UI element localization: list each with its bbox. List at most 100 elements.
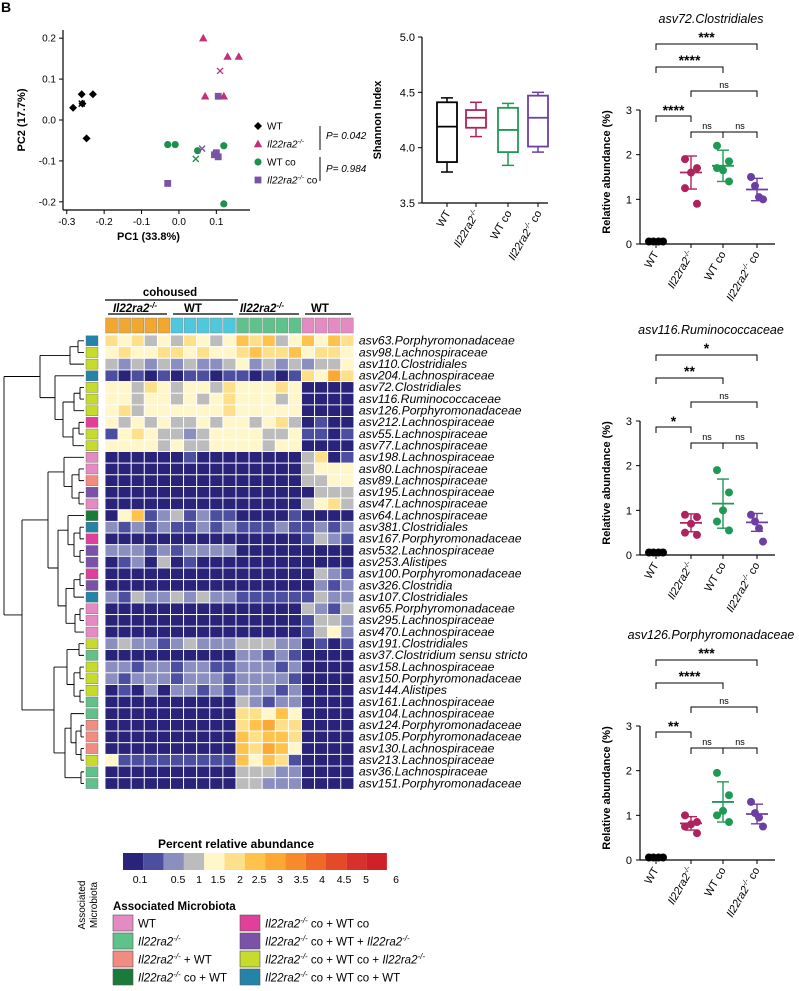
heatmap-cell xyxy=(327,369,342,383)
abundance-bracket xyxy=(655,66,724,73)
heatmap-cell xyxy=(327,695,342,709)
heatmap-cell xyxy=(183,672,198,685)
heatmap-column-annotation xyxy=(183,317,197,334)
scale-tick-label: 2 xyxy=(237,874,243,886)
heatmap-cell xyxy=(235,474,250,487)
heatmap-cell xyxy=(274,357,289,371)
heatmap-row-annotation xyxy=(85,638,99,649)
heatmap-cell xyxy=(143,672,158,685)
heatmap-cell xyxy=(248,684,263,697)
heatmap-cell xyxy=(274,555,289,569)
heatmap-cell xyxy=(340,637,355,651)
heatmap-cell xyxy=(104,649,119,662)
heatmap-cell xyxy=(143,520,158,534)
heatmap-cell xyxy=(301,451,316,464)
scale-tick-label: 5 xyxy=(363,874,369,886)
heatmap-cell xyxy=(104,369,119,383)
abundance-bracket xyxy=(690,401,758,408)
heatmap-cell xyxy=(314,462,329,476)
heatmap-cell xyxy=(248,579,263,592)
heatmap-row-annotation xyxy=(85,580,99,591)
abundance-x-label: Il22ra2-/- xyxy=(664,248,697,291)
heatmap-row-annotation xyxy=(85,440,99,451)
heatmap-cell xyxy=(196,753,211,767)
heatmap-cell xyxy=(340,742,355,755)
heatmap-cell xyxy=(117,427,132,441)
heatmap-cell xyxy=(183,520,198,534)
assoc-legend-label-part: co + WT co + xyxy=(308,955,383,967)
heatmap-cell xyxy=(209,753,224,767)
heatmap-cell xyxy=(274,404,289,417)
heatmap-cell xyxy=(209,719,224,732)
assoc-legend-label-part: Il22ra2 xyxy=(265,937,301,949)
heatmap-cell xyxy=(196,555,211,569)
heatmap-cell xyxy=(287,742,302,755)
heatmap-cell xyxy=(170,684,185,697)
heatmap-cell xyxy=(209,532,224,546)
heatmap-cell xyxy=(301,602,316,616)
heatmap-cell xyxy=(222,753,237,767)
heatmap-cell xyxy=(209,509,224,522)
abundance-bracket xyxy=(655,426,692,433)
heatmap-cell xyxy=(130,684,145,697)
heatmap-cell xyxy=(104,462,119,476)
shannon-box xyxy=(465,109,487,129)
pca-x-tick-label: -0.3 xyxy=(58,217,76,228)
heatmap-cell xyxy=(327,765,342,779)
scale-tick-label: 0.5 xyxy=(171,874,186,886)
pca-x-tick-label: 0.0 xyxy=(172,217,186,228)
heatmap-cell xyxy=(222,462,237,476)
heatmap-row-label: asv55.Lachnospiraceae xyxy=(359,427,488,441)
heatmap-cell xyxy=(274,602,289,616)
pca-y-label: PC2 (17.7%) xyxy=(16,88,28,151)
assoc-legend-label: Il22ra2-/- co + WT + Il22ra2-/- xyxy=(265,934,410,948)
abundance-ns: ns xyxy=(735,432,745,442)
abundance-bracket xyxy=(690,706,758,713)
heatmap-cell xyxy=(170,346,185,359)
heatmap-cell xyxy=(156,579,171,592)
heatmap-cell xyxy=(117,590,132,604)
heatmap-cell xyxy=(143,753,158,767)
assoc-legend-swatch xyxy=(239,968,261,986)
heatmap-cell xyxy=(327,602,342,616)
heatmap-cell xyxy=(235,357,250,371)
heatmap-cell xyxy=(340,346,355,359)
abundance-x-label: Il22ra2-/- co xyxy=(723,248,763,303)
heatmap-cell xyxy=(130,509,145,522)
heatmap-group-label: Il22ra2-/- xyxy=(240,301,284,315)
heatmap-dendrogram xyxy=(3,340,84,784)
pca-point xyxy=(220,142,228,150)
heatmap-cell xyxy=(130,753,145,767)
heatmap-cell xyxy=(196,416,211,429)
assoc-legend-swatch xyxy=(112,950,134,968)
heatmap-cell xyxy=(196,567,211,581)
heatmap-column-annotation xyxy=(105,317,118,334)
heatmap-cell xyxy=(340,719,355,732)
assoc-legend-swatch xyxy=(239,950,261,968)
heatmap-cell xyxy=(301,695,316,709)
scale-swatch xyxy=(224,853,245,870)
abundance-point xyxy=(659,853,667,862)
heatmap-column-annotation xyxy=(236,317,249,334)
heatmap-cell xyxy=(156,544,171,557)
heatmap-cell xyxy=(156,637,171,651)
heatmap-cell xyxy=(340,497,355,511)
assoc-legend-label-part: -/- xyxy=(300,952,308,961)
heatmap-cell xyxy=(104,392,119,406)
heatmap-cell xyxy=(209,451,224,464)
heatmap-row-annotation xyxy=(85,626,99,638)
heatmap-row-label: asv212.Lachnospiraceae xyxy=(359,415,495,429)
heatmap-cell xyxy=(117,625,132,639)
heatmap-column-annotation xyxy=(197,317,210,334)
heatmap-cell xyxy=(340,625,355,639)
heatmap-cell xyxy=(340,753,355,767)
heatmap-cell xyxy=(248,672,263,685)
heatmap-cell xyxy=(222,695,237,709)
heatmap-cell xyxy=(104,672,119,685)
heatmap-cell xyxy=(327,707,342,720)
heatmap-cell xyxy=(340,532,355,546)
heatmap-cell xyxy=(104,404,119,417)
heatmap-cell xyxy=(183,695,198,709)
heatmap-cell xyxy=(156,625,171,639)
assoc-legend-label-part: Il22ra2 xyxy=(138,955,174,967)
